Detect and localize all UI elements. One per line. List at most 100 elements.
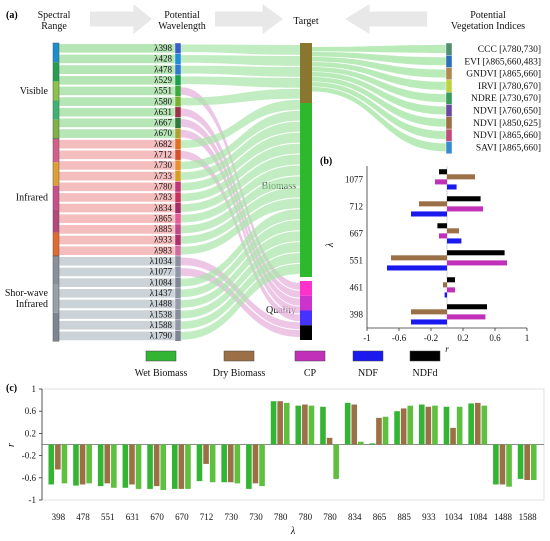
flow-range-to-wavelength — [59, 246, 175, 255]
panel-b-bar — [447, 228, 459, 234]
index-label: IRVI [λ780,670] — [478, 82, 541, 92]
index-node — [445, 104, 453, 118]
panel-c-bar — [61, 444, 68, 484]
flow-wavelength-to-target — [181, 151, 300, 322]
panel-c-bar — [425, 406, 432, 445]
header-indices: Potential Vegetation Indices — [451, 10, 525, 32]
flow-wavelength-to-target — [181, 76, 300, 88]
panel-b-x-tick-label: -0.2 — [424, 333, 438, 343]
header-arrow-3 — [345, 4, 427, 34]
panel-c-bar — [351, 404, 358, 445]
panel-b-xlabel: r — [445, 344, 449, 354]
panel-c-bar — [394, 411, 400, 445]
panel-c-bar — [171, 444, 178, 489]
panel-c-category-label: 1084 — [469, 512, 488, 522]
panel-b-bar — [447, 260, 507, 266]
header-arrow-2 — [215, 4, 283, 34]
range-bar-segment — [53, 185, 59, 210]
panel-b-bar — [391, 255, 447, 261]
wavelength-label: λ885 — [154, 224, 172, 234]
wavelength-label: λ529 — [154, 75, 172, 85]
flow-range-to-wavelength — [59, 235, 175, 245]
flow-wavelength-to-target — [181, 209, 300, 287]
wavelength-node — [174, 117, 182, 129]
wavelength-node — [174, 149, 182, 161]
panel-b-bar — [443, 282, 447, 288]
flow-target-to-index — [312, 62, 446, 90]
panel-c-category-label: 730 — [225, 512, 239, 522]
panel-b-bar — [447, 184, 457, 190]
panel-c-category-label: 780 — [299, 512, 313, 522]
wavelength-node — [174, 213, 182, 225]
panel-c-bar — [524, 444, 530, 481]
index-node — [445, 79, 453, 93]
panel-b-category-label: 1077 — [345, 175, 364, 185]
target-node-quality-segment — [300, 325, 312, 340]
wavelength-node — [174, 309, 182, 321]
panel-b-category-label: 461 — [350, 283, 364, 293]
wavelength-node — [174, 223, 182, 235]
panel-b-bar — [439, 233, 447, 239]
flow-wavelength-to-target — [181, 198, 300, 255]
panel-b-x-tick-label: 0.6 — [489, 333, 501, 343]
flow-range-to-wavelength — [59, 225, 175, 234]
wavelength-node — [174, 277, 182, 289]
panel-b-category-label: 667 — [350, 229, 364, 239]
flow-wavelength-to-target — [181, 99, 300, 148]
panel-b-category-label: 712 — [350, 202, 364, 212]
panel-c-bar — [270, 401, 277, 445]
panel-c-bar — [221, 444, 227, 483]
flow-wavelength-to-target — [181, 264, 300, 340]
flow-wavelength-to-target — [181, 176, 300, 234]
wavelength-node — [174, 287, 182, 299]
index-node — [445, 67, 453, 81]
panel-b-bar — [447, 174, 475, 180]
panel-c-y-tick-label: -0.2 — [22, 451, 36, 461]
panel-c-bar — [450, 427, 456, 445]
target-node-quality-segment — [300, 310, 312, 326]
panel-c-bar — [48, 444, 55, 485]
wavelength-label: λ834 — [154, 203, 172, 213]
panel-c-bar — [129, 444, 135, 485]
flow-range-to-wavelength — [59, 214, 175, 224]
wavelength-label: λ551 — [154, 86, 172, 96]
panel-c-bar — [55, 444, 61, 470]
wavelength-label: λ933 — [154, 235, 172, 245]
panel-c-xlabel: λ — [290, 526, 296, 537]
panel-c-category-label: 1488 — [494, 512, 513, 522]
panel-c-y-tick-label: -0.6 — [22, 473, 37, 483]
panel-c-y-tick-label: -1 — [29, 495, 37, 505]
index-node — [445, 55, 453, 68]
index-label: SAVI [λ865,660] — [476, 143, 541, 153]
flow-range-to-wavelength — [59, 278, 175, 287]
index-node — [445, 42, 453, 56]
panel-label-b: (b) — [320, 156, 332, 167]
flow-target-to-index — [312, 72, 446, 115]
panel-c-category-label: 670 — [175, 512, 189, 522]
panel-c-bar — [308, 405, 315, 445]
panel-c-bar — [160, 444, 167, 491]
panel-c-bar — [517, 444, 524, 479]
wavelength-label: λ1488 — [150, 299, 173, 309]
flow-range-to-wavelength — [59, 97, 175, 106]
header-target: Target — [293, 16, 318, 27]
wavelength-node — [174, 255, 182, 267]
wavelength-node — [174, 266, 182, 278]
wavelength-label: λ580 — [154, 96, 172, 106]
legend-swatch — [352, 350, 384, 362]
panel-c-category-label: 398 — [52, 512, 66, 522]
panel-b-bar — [387, 265, 447, 271]
panel-c-bar — [185, 444, 191, 489]
flow-range-to-wavelength — [59, 54, 175, 64]
panel-c-bar — [86, 444, 92, 484]
panel-b-bar — [419, 201, 447, 207]
panel-c-bar — [474, 402, 481, 445]
flow-wavelength-to-target — [181, 154, 300, 212]
legend-label: CP — [304, 368, 317, 379]
range-label: Shor-wave Infrared — [5, 288, 49, 310]
range-label: Infrared — [16, 192, 48, 203]
wavelength-label: λ983 — [154, 245, 172, 255]
panel-b-bar — [447, 287, 455, 293]
wavelength-node — [174, 191, 182, 203]
